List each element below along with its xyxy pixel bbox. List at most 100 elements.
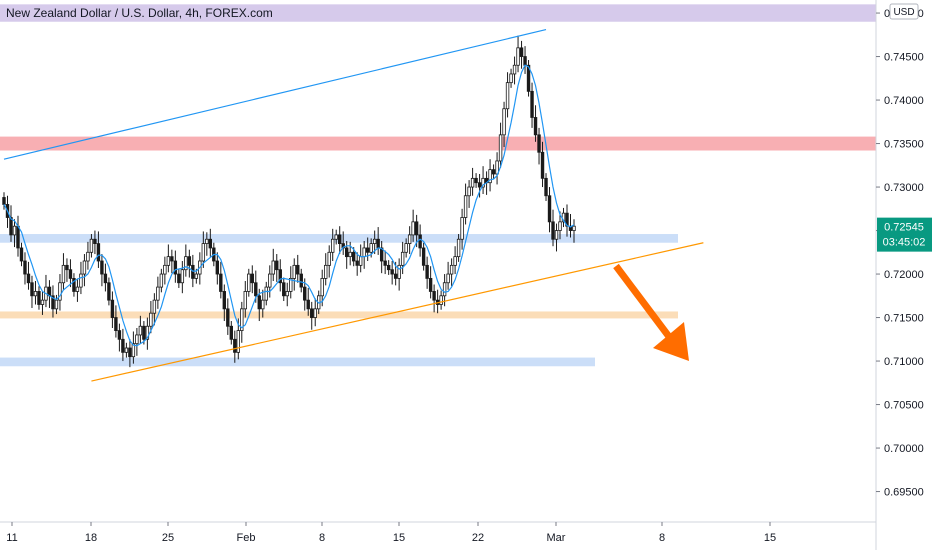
candle-body xyxy=(100,260,104,275)
candle-body xyxy=(275,260,279,271)
candle-body xyxy=(124,347,129,353)
candle-body xyxy=(407,234,412,244)
candle-body xyxy=(358,256,363,266)
candle-body xyxy=(187,256,192,266)
price-tick-label: 0.72000 xyxy=(884,269,924,281)
candle-body xyxy=(86,251,90,262)
candle-body xyxy=(547,195,552,223)
price-tick-label: 0.73500 xyxy=(884,139,924,151)
candle-body xyxy=(201,243,206,262)
candle-body xyxy=(355,260,359,266)
candle-body xyxy=(110,299,115,318)
candle-body xyxy=(26,273,31,284)
candle-body xyxy=(296,264,300,275)
candle-body xyxy=(96,243,101,262)
candle-body xyxy=(449,264,454,275)
candle-body xyxy=(425,264,429,279)
candle-body xyxy=(516,47,520,66)
candle-body xyxy=(558,221,562,231)
candle-body xyxy=(89,238,94,253)
candle-body xyxy=(502,108,506,136)
candle-body xyxy=(114,317,118,331)
candle-body xyxy=(453,256,457,266)
candle-body xyxy=(68,269,73,279)
candle-body xyxy=(331,238,335,253)
candle-body xyxy=(117,330,122,340)
candle-body xyxy=(138,325,143,336)
projection-arrow-shaft xyxy=(613,263,679,349)
candle-body xyxy=(250,273,254,284)
candle-body xyxy=(37,291,41,305)
candle-body xyxy=(477,182,482,188)
candle-body xyxy=(338,234,342,244)
time-tick-label: 8 xyxy=(319,532,325,544)
candle-body xyxy=(268,273,272,288)
candle-body xyxy=(334,234,338,240)
currency-badge-box xyxy=(889,3,919,20)
candle-body xyxy=(82,260,87,275)
candle-body xyxy=(278,269,282,284)
candle-body xyxy=(180,269,185,284)
candle-body xyxy=(442,282,447,297)
time-tick-label: 15 xyxy=(764,532,776,544)
candle-body xyxy=(310,308,314,318)
trendline-lower xyxy=(91,242,704,382)
candle-body xyxy=(530,90,534,118)
candle-body xyxy=(523,56,527,66)
candle-body xyxy=(327,251,331,266)
candle-body xyxy=(526,64,531,92)
candle-body xyxy=(30,282,34,297)
candles-layer xyxy=(2,35,576,368)
time-tick-label: Mar xyxy=(547,532,566,544)
candle-body xyxy=(254,282,258,297)
candle-body xyxy=(446,273,450,284)
candle-body xyxy=(65,264,69,271)
zone-support-low xyxy=(0,357,595,367)
candle-body xyxy=(348,251,352,258)
candle-body xyxy=(58,282,62,301)
candle-body xyxy=(51,295,55,310)
candle-body xyxy=(205,238,209,244)
candle-body xyxy=(488,169,492,184)
candle-body xyxy=(208,238,213,249)
candle-body xyxy=(152,299,157,314)
candle-body xyxy=(313,308,317,318)
candle-body xyxy=(306,299,310,310)
candle-body xyxy=(215,260,220,275)
candle-body xyxy=(16,225,20,249)
candle-body xyxy=(72,277,76,292)
candle-body xyxy=(219,273,223,292)
zone-resistance-mid xyxy=(0,136,876,151)
candle-body xyxy=(505,82,510,110)
candle-body xyxy=(170,256,174,262)
candle-body xyxy=(540,151,545,179)
candle-body xyxy=(233,338,237,353)
time-tick-label: 18 xyxy=(85,532,97,544)
candle-body xyxy=(156,286,160,301)
candle-body xyxy=(386,264,391,271)
candle-body xyxy=(289,277,293,292)
candle-body xyxy=(393,273,398,279)
candle-body xyxy=(512,64,517,75)
candle-body xyxy=(414,221,419,236)
candle-body xyxy=(324,264,328,279)
currency-badge: USD xyxy=(893,7,914,18)
lines-layer xyxy=(3,28,704,382)
time-tick-label: 11 xyxy=(6,532,17,544)
candle-body xyxy=(365,247,370,253)
candle-body xyxy=(432,291,436,301)
price-tick-label: 0.70000 xyxy=(884,443,924,455)
candle-body xyxy=(303,286,307,301)
candle-body xyxy=(107,282,111,301)
candle-body xyxy=(145,325,150,340)
candle-body xyxy=(456,238,461,258)
candle-body xyxy=(421,247,426,266)
candle-body xyxy=(177,273,181,284)
time-tick-label: 25 xyxy=(162,532,174,544)
candle-body xyxy=(467,186,471,197)
candle-body xyxy=(428,277,433,292)
candle-body xyxy=(439,295,443,305)
candle-body xyxy=(191,264,195,279)
